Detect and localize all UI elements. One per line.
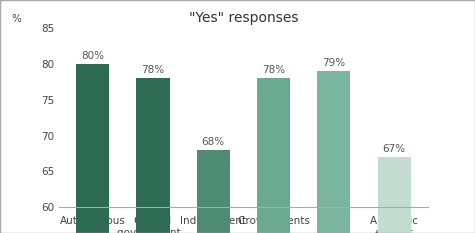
Text: 78%: 78% xyxy=(142,65,164,75)
Bar xyxy=(197,150,230,233)
Bar xyxy=(76,64,109,233)
Bar xyxy=(136,78,170,233)
Text: 80%: 80% xyxy=(81,51,104,61)
Bar xyxy=(257,78,290,233)
Text: 68%: 68% xyxy=(202,137,225,147)
Bar xyxy=(317,71,351,233)
Text: 79%: 79% xyxy=(323,58,345,68)
Text: %: % xyxy=(11,14,21,24)
Text: 67%: 67% xyxy=(383,144,406,154)
Text: 78%: 78% xyxy=(262,65,285,75)
Title: "Yes" responses: "Yes" responses xyxy=(189,11,298,25)
Bar xyxy=(378,157,411,233)
